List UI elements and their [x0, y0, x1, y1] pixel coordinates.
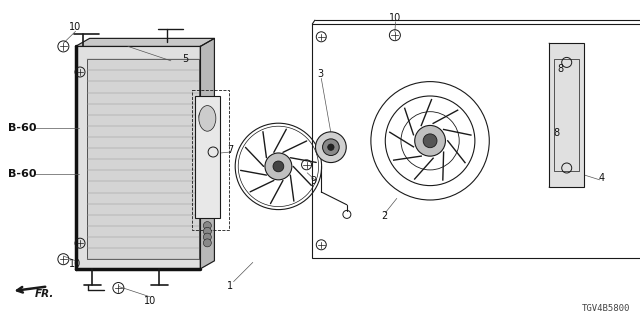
Bar [549, 43, 584, 187]
Bar [195, 96, 220, 218]
Text: 2: 2 [381, 211, 387, 221]
Bar [554, 59, 579, 171]
Circle shape [316, 132, 346, 163]
Text: 10: 10 [144, 296, 157, 306]
Text: 7: 7 [227, 145, 234, 156]
Text: 1: 1 [227, 281, 234, 292]
Text: 6: 6 [197, 112, 204, 122]
Circle shape [204, 239, 211, 247]
Text: 4: 4 [598, 172, 605, 183]
Text: B-60: B-60 [8, 123, 36, 133]
Bar [312, 24, 640, 258]
Circle shape [265, 153, 292, 180]
Circle shape [328, 144, 334, 150]
Bar [87, 59, 199, 259]
Text: B-60: B-60 [8, 169, 36, 180]
Polygon shape [76, 38, 214, 46]
Text: 8: 8 [554, 128, 560, 138]
Polygon shape [200, 38, 214, 269]
Ellipse shape [199, 106, 216, 131]
Text: 9: 9 [310, 176, 317, 186]
Circle shape [323, 139, 339, 156]
Text: 10: 10 [389, 12, 402, 23]
Text: 8: 8 [557, 64, 563, 74]
Text: 5: 5 [182, 54, 189, 64]
Circle shape [415, 125, 445, 156]
Text: TGV4B5800: TGV4B5800 [582, 304, 630, 313]
Circle shape [273, 161, 284, 172]
Polygon shape [76, 46, 200, 269]
Circle shape [204, 233, 211, 241]
Text: 10: 10 [69, 22, 82, 32]
Circle shape [423, 134, 437, 148]
Text: FR.: FR. [35, 289, 54, 300]
Text: 10: 10 [69, 259, 82, 269]
Bar [192, 90, 229, 230]
Circle shape [204, 221, 211, 230]
Circle shape [204, 227, 211, 235]
Text: 3: 3 [317, 68, 323, 79]
